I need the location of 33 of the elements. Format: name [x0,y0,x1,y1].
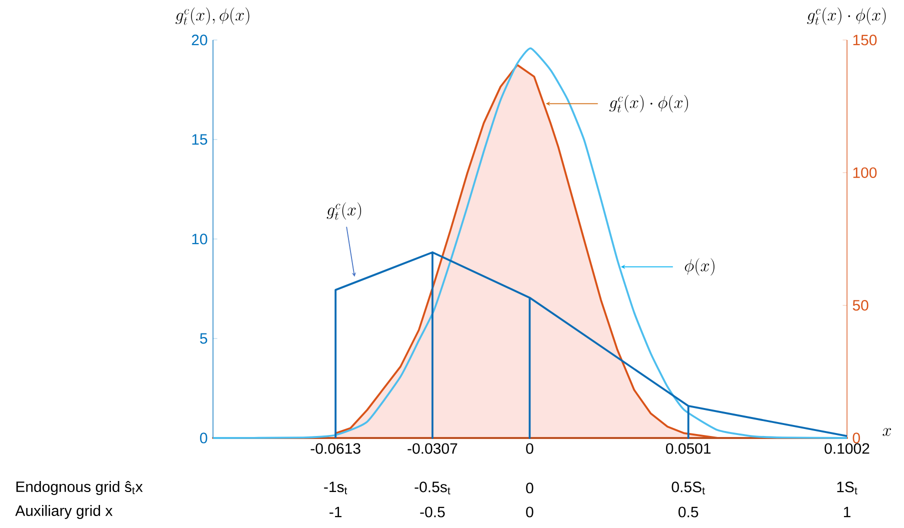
text: -1s$_{t}$ [324,482,348,494]
x-tick-label: 0.1002 [824,443,870,454]
text: 0 [526,482,534,494]
y-tick-label: 10 [192,234,208,244]
x-tick-label: 0.0501 [666,443,711,454]
text: 0.5 [678,506,698,518]
x-tick-label: -0.0613 [310,443,360,454]
text: 1S$_{t}$ [837,482,858,494]
text: -1 [330,506,342,518]
y-tick-label: 15 [192,134,208,145]
y2-tick-label: 50 [852,300,868,311]
text: 1 [844,506,850,518]
x-tick-label: 0 [526,443,534,454]
y2-tick-label: 0 [852,432,860,444]
y2-tick-label: 150 [853,34,877,46]
line-series [334,251,848,439]
y-axis-title: $g_t^c(x), \phi(x)$ [176,8,250,25]
y2-tick-label: 100 [853,167,877,178]
x-tick-label: -0.0307 [408,443,458,454]
y-tick-label: 0 [200,432,208,444]
text: -0.5 [420,506,445,518]
annotation: $g_t^c(x)\cdot\phi(x)$ [609,95,688,112]
x-axis-title: $x$ [882,428,892,436]
text: Endognous grid ŝ$_{t}$x [16,480,143,496]
annotation: $\phi(x)$ [684,258,714,276]
annotation: $g_t^c(x)$ [326,202,362,220]
text: -0.5s$_{t}$ [414,482,450,494]
text: 0 [526,506,534,518]
y2-axis-title: $g_t^c(x)\cdot\phi(x)$ [807,8,886,25]
y-tick-label: 5 [200,333,208,344]
text: 0.5S$_{t}$ [672,482,705,494]
y-tick-label: 20 [192,34,208,46]
text: Auxiliary grid x [15,505,113,519]
